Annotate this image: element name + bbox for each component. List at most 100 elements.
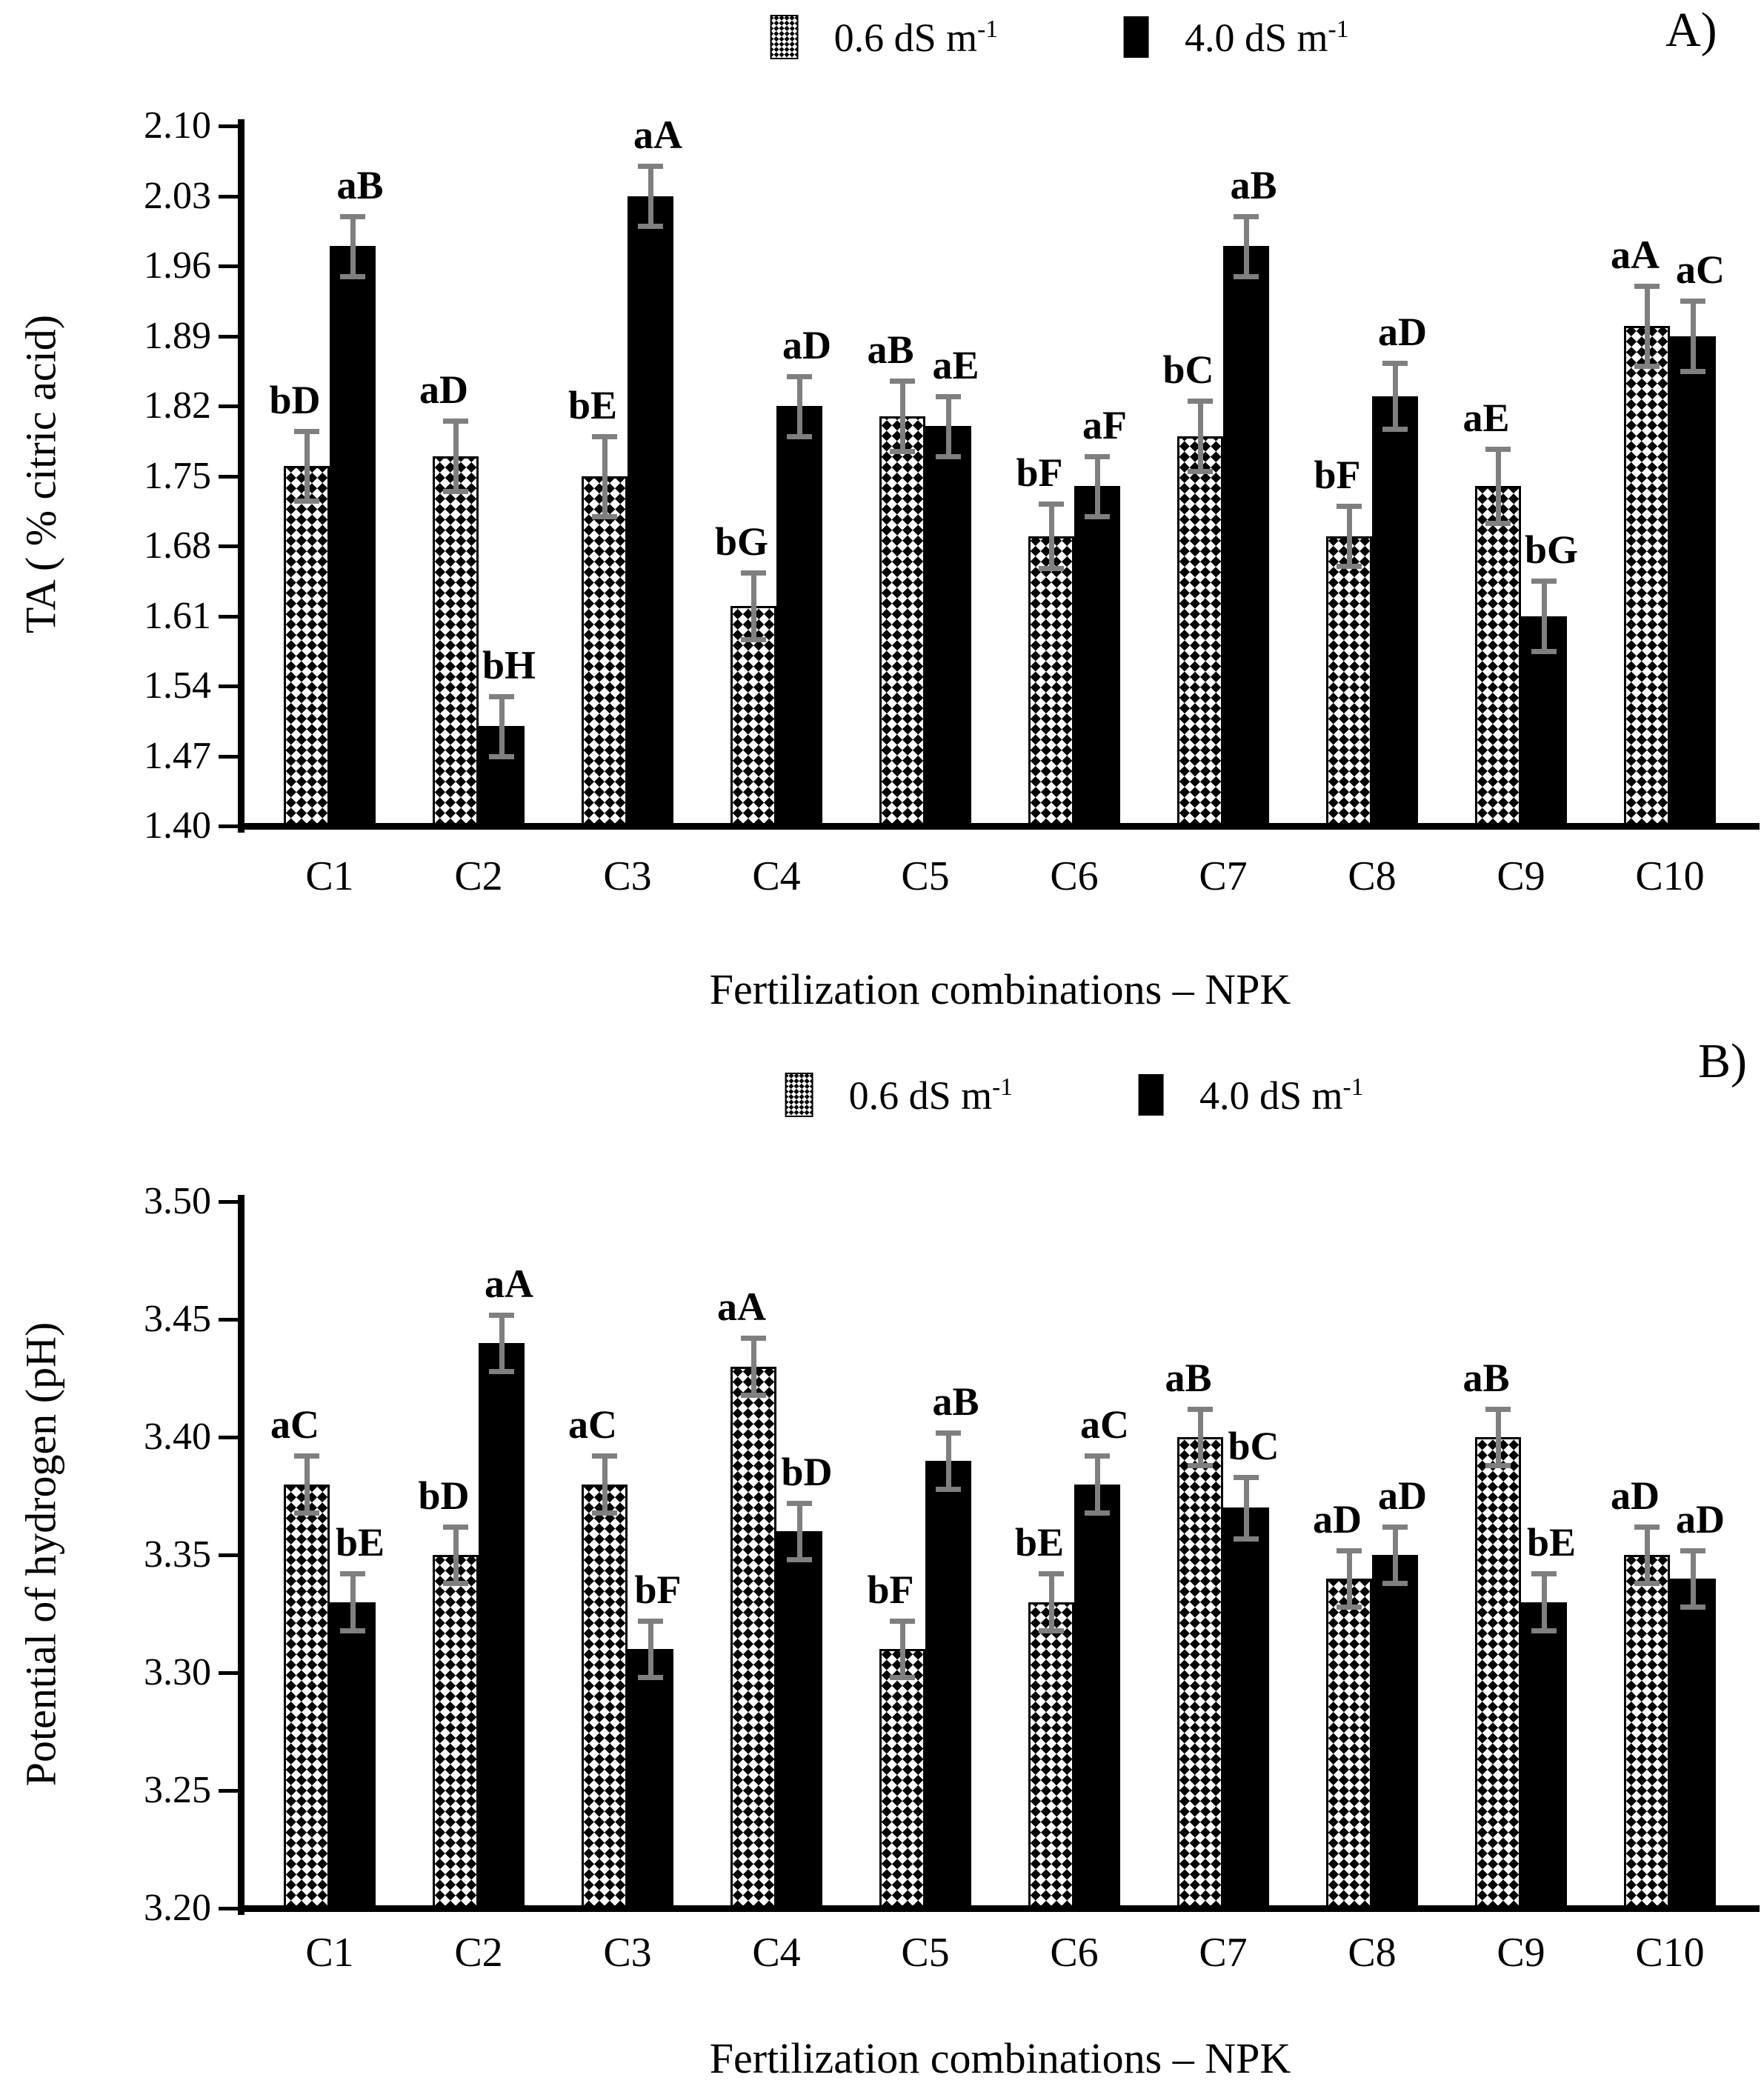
- error-bar-cap: [340, 273, 365, 279]
- error-bar-cap: [443, 419, 468, 424]
- error-bar-cap: [1234, 213, 1259, 219]
- sig-label: bD: [781, 1450, 833, 1495]
- error-bar-cap: [936, 1486, 961, 1492]
- sig-label: aA: [633, 113, 682, 157]
- error-bar-cap: [1337, 1604, 1362, 1610]
- solid-swatch-icon: [1124, 16, 1149, 58]
- error-bar-cap: [1382, 1524, 1408, 1530]
- error-bar: [1691, 1550, 1696, 1607]
- error-bar-cap: [638, 1675, 663, 1681]
- error-bar: [1691, 301, 1696, 371]
- y-tick-label: 1.89: [144, 314, 211, 357]
- sig-label: bE: [568, 382, 618, 427]
- error-bar-cap: [1485, 1406, 1511, 1412]
- sig-label: bF: [1314, 453, 1361, 497]
- bar-0.6-dS-m-1-C9: [1475, 1437, 1521, 1908]
- sig-label: aC: [270, 1402, 319, 1447]
- sig-label: aB: [1165, 1355, 1212, 1400]
- x-axis-line: [238, 1905, 1760, 1912]
- error-bar-cap: [1039, 1571, 1064, 1577]
- error-bar-cap: [294, 499, 319, 504]
- bar-4.0-dS-m-1-C2: [479, 1342, 525, 1908]
- legend-label: 0.6 dS m-1: [833, 15, 998, 60]
- error-bar-cap: [787, 1501, 812, 1507]
- sig-label: aB: [1462, 1355, 1510, 1400]
- x-category-label: C7: [1199, 853, 1248, 899]
- bar-0.6-dS-m-1-C8: [1326, 536, 1372, 826]
- sig-label: bC: [1162, 347, 1214, 393]
- x-category-label: C2: [454, 1930, 503, 1976]
- x-category-label: C9: [1497, 1930, 1545, 1976]
- bar-0.6-dS-m-1-C10: [1624, 1555, 1670, 1908]
- error-bar: [1496, 449, 1501, 523]
- error-bar-cap: [1337, 564, 1362, 569]
- sig-label: aF: [1082, 402, 1127, 447]
- sig-label: bD: [418, 1473, 470, 1518]
- panel-letter-b: B): [1698, 1034, 1747, 1088]
- bar-0.6-dS-m-1-C2: [433, 456, 479, 826]
- error-bar-cap: [1680, 1604, 1705, 1610]
- x-category-label: C8: [1348, 853, 1397, 899]
- error-bar-cap: [592, 1510, 617, 1516]
- error-bar-cap: [936, 453, 961, 459]
- y-tick-mark: [219, 124, 238, 128]
- error-bar-cap: [1531, 1571, 1557, 1577]
- bar-4.0-dS-m-1-C5: [925, 1460, 971, 1908]
- error-bar-cap: [340, 213, 365, 219]
- bar-0.6-dS-m-1-C8: [1326, 1578, 1372, 1908]
- bar-4.0-dS-m-1-C3: [628, 196, 673, 826]
- error-bar-cap: [1085, 1510, 1110, 1516]
- sig-label: aC: [1080, 1402, 1129, 1447]
- error-bar-cap: [1337, 504, 1362, 509]
- y-tick-mark: [219, 824, 238, 828]
- error-bar-cap: [1485, 447, 1511, 453]
- x-category-label: C5: [901, 1930, 950, 1976]
- error-bar-cap: [489, 753, 514, 759]
- legend-item-high-salinity: 4.0 dS m-1: [1139, 1074, 1363, 1116]
- sig-label: bC: [1228, 1424, 1279, 1469]
- error-bar: [1645, 1526, 1650, 1584]
- legend-item-low-salinity: 0.6 dS m-1: [785, 1073, 1013, 1117]
- error-bar-cap: [443, 1581, 468, 1587]
- error-bar-cap: [1485, 520, 1511, 526]
- y-tick-label: 3.50: [144, 1180, 211, 1222]
- error-bar-cap: [787, 1557, 812, 1563]
- panel-letter-a: A): [1665, 3, 1717, 57]
- bar-4.0-dS-m-1-C3: [628, 1649, 673, 1908]
- error-bar-cap: [741, 570, 766, 576]
- x-category-label: C2: [454, 853, 503, 899]
- legend-label: 0.6 dS m-1: [848, 1073, 1013, 1118]
- y-tick-mark: [219, 1436, 238, 1439]
- error-bar-cap: [443, 488, 468, 494]
- bar-0.6-dS-m-1-C6: [1028, 536, 1074, 826]
- y-tick-label: 1.82: [144, 384, 211, 427]
- legend-label: 4.0 dS m-1: [1185, 15, 1349, 60]
- error-bar-cap: [294, 1510, 319, 1516]
- bar-0.6-dS-m-1-C5: [879, 1649, 925, 1908]
- bar-4.0-dS-m-1-C10: [1670, 336, 1716, 826]
- error-bar-cap: [1680, 299, 1705, 304]
- error-bar: [648, 1621, 653, 1678]
- error-bar-cap: [638, 224, 663, 229]
- y-tick-mark: [219, 264, 238, 268]
- sig-label: aB: [867, 327, 914, 373]
- sig-label: bE: [335, 1520, 385, 1565]
- sig-label: aB: [336, 162, 384, 207]
- sig-label: aE: [932, 342, 979, 387]
- error-bar-cap: [443, 1524, 468, 1530]
- y-tick-mark: [219, 1318, 238, 1322]
- bar-4.0-dS-m-1-C8: [1372, 1555, 1418, 1908]
- error-bar-cap: [592, 1453, 617, 1459]
- x-category-label: C3: [603, 853, 652, 899]
- y-tick-label: 1.40: [144, 804, 211, 847]
- legend-item-high-salinity: 4.0 dS m-1: [1124, 16, 1348, 58]
- checker-swatch-icon: [770, 15, 799, 59]
- error-bar-cap: [1634, 1581, 1660, 1587]
- y-tick-label: 1.68: [144, 524, 211, 567]
- legend-panel-b: 0.6 dS m-1 4.0 dS m-1: [785, 1073, 1363, 1117]
- y-tick-mark: [219, 1789, 238, 1793]
- sig-label: aD: [1378, 309, 1427, 354]
- sig-label: aB: [932, 1379, 979, 1424]
- error-bar: [1393, 1526, 1398, 1584]
- error-bar-cap: [1188, 468, 1213, 474]
